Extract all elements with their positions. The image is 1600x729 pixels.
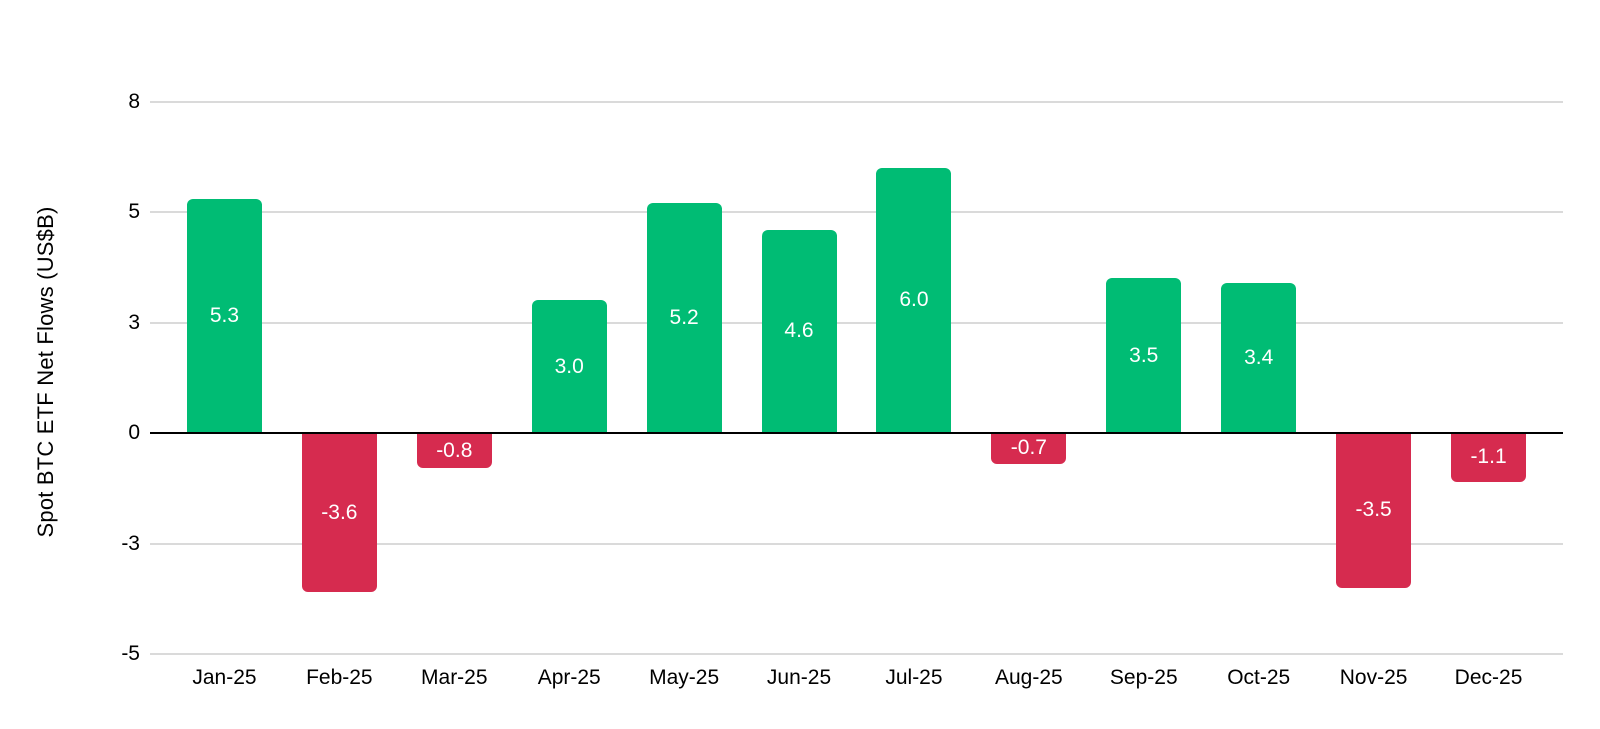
bar-value-label: -3.5 [1355, 498, 1392, 522]
y-tick-label: -5 [121, 642, 140, 665]
gridline-y--5 [150, 653, 1563, 655]
y-tick-label: -3 [121, 531, 140, 555]
bar-value-label: -0.7 [1010, 436, 1047, 460]
x-tick-label-Feb-25: Feb-25 [306, 666, 373, 689]
x-tick-label-Mar-25: Mar-25 [421, 666, 488, 689]
bar-Aug-25: -0.7 [991, 433, 1067, 464]
bar-value-label: 3.5 [1129, 343, 1159, 367]
x-tick-label-Dec-25: Dec-25 [1454, 666, 1523, 689]
gridline-y--3 [150, 542, 1563, 545]
x-tick-label-Sep-25: Sep-25 [1109, 666, 1178, 689]
x-tick-label-Nov-25: Nov-25 [1339, 666, 1408, 689]
gridline-y-8 [150, 100, 1563, 103]
bar-value-label: -3.6 [321, 500, 358, 524]
bar-Jul-25: 6.0 [876, 167, 952, 433]
y-tick-label: 3 [128, 310, 140, 334]
bar-value-label: 5.3 [209, 303, 240, 327]
bar-Feb-25: -3.6 [301, 433, 377, 593]
bar-value-label: 4.6 [784, 319, 814, 343]
bar-Jun-25: 4.6 [761, 229, 837, 433]
gridline-y-5 [150, 211, 1563, 213]
x-tick-label-Apr-25: Apr-25 [537, 666, 601, 689]
bar-Jan-25: 5.3 [186, 198, 262, 433]
y-tick-label: 0 [128, 421, 140, 444]
x-tick-label-Jul-25: Jul-25 [885, 666, 943, 689]
bar-Apr-25: 3.0 [531, 300, 607, 433]
bar-Sep-25: 3.5 [1106, 278, 1182, 433]
x-tick-label-May-25: May-25 [649, 666, 720, 689]
bar-value-label: 5.2 [669, 306, 699, 330]
x-tick-label-Jun-25: Jun-25 [766, 666, 832, 689]
bar-Dec-25: -1.1 [1451, 433, 1527, 482]
bar-value-label: -1.1 [1470, 445, 1507, 469]
gridline-y-3 [150, 321, 1563, 324]
bar-value-label: -0.8 [436, 438, 473, 462]
bar-value-label: 6.0 [899, 288, 929, 312]
x-tick-label-Jan-25: Jan-25 [192, 666, 257, 689]
bar-value-label: 3.4 [1244, 345, 1274, 369]
y-tick-label: 8 [128, 89, 140, 113]
bar-Oct-25: 3.4 [1221, 282, 1297, 433]
bar-May-25: 5.2 [646, 203, 722, 433]
x-tick-label-Oct-25: Oct-25 [1227, 666, 1291, 689]
bar-Mar-25: -0.8 [416, 433, 492, 469]
y-tick-label: 5 [128, 200, 140, 223]
x-axis-zero-line [150, 432, 1563, 434]
bar-Nov-25: -3.5 [1336, 433, 1412, 588]
y-axis-title: Spot BTC ETF Net Flows (US$B) [33, 206, 58, 538]
x-tick-label-Aug-25: Aug-25 [995, 666, 1063, 689]
bar-value-label: 3.0 [554, 354, 584, 378]
